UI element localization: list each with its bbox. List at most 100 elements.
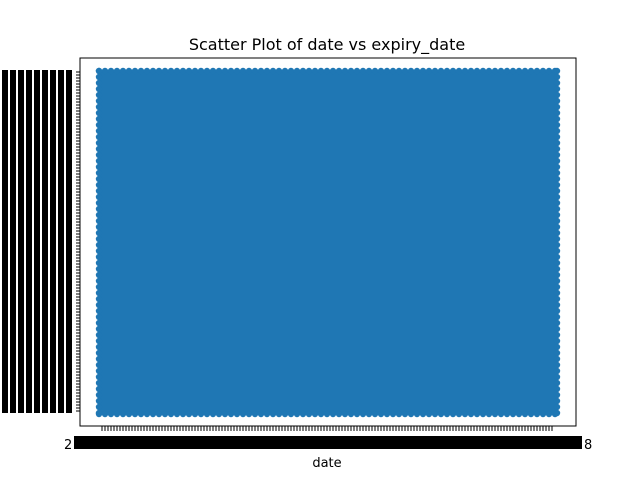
y-tick-label-mark <box>42 85 48 89</box>
y-tick-label-mark <box>26 241 32 245</box>
y-tick-label-mark <box>2 361 8 365</box>
y-tick-label-mark <box>26 166 32 170</box>
y-tick-label-mark <box>26 313 32 317</box>
y-tick-label-mark <box>2 169 8 173</box>
y-tick-label-mark <box>10 337 16 341</box>
y-tick-label-mark <box>50 289 56 293</box>
y-tick-label-mark <box>34 394 40 398</box>
y-tick-label-mark <box>10 250 16 254</box>
scatter-point <box>131 410 139 418</box>
chart-title: Scatter Plot of date vs expiry_date <box>189 35 465 55</box>
scatter-point <box>553 391 561 399</box>
y-tick-label-mark <box>50 403 56 407</box>
scatter-point <box>95 397 103 405</box>
y-tick-label-mark <box>2 130 8 134</box>
y-tick-label-mark <box>66 337 72 341</box>
scatter-point <box>233 410 241 418</box>
y-tick-label-mark <box>58 397 64 401</box>
y-tick-label-mark <box>26 208 32 212</box>
y-tick-label-mark <box>50 160 56 164</box>
scatter-point <box>335 410 343 418</box>
y-tick-label-mark <box>2 358 8 362</box>
y-tick-label-mark <box>58 325 64 329</box>
y-tick-label-mark <box>26 250 32 254</box>
y-tick-label-mark <box>66 157 72 161</box>
scatter-point <box>553 349 561 357</box>
y-tick-label-mark <box>34 235 40 239</box>
y-tick-label-mark <box>58 385 64 389</box>
y-tick-label-mark <box>18 205 24 209</box>
y-tick-label-mark <box>66 328 72 332</box>
y-tick-label-mark <box>10 157 16 161</box>
scatter-point <box>371 410 379 418</box>
y-tick-label-mark <box>10 142 16 146</box>
y-tick-label-mark <box>2 73 8 77</box>
y-tick-label-mark <box>2 262 8 266</box>
y-tick-label-mark <box>18 262 24 266</box>
y-tick-label-mark <box>2 121 8 125</box>
y-tick-label-mark <box>18 256 24 260</box>
y-tick-label-mark <box>34 190 40 194</box>
y-tick-label-mark <box>58 73 64 77</box>
y-tick-label-mark <box>26 202 32 206</box>
y-tick-label-mark <box>18 364 24 368</box>
y-tick-label-mark <box>66 85 72 89</box>
y-tick-label-mark <box>18 229 24 233</box>
y-tick-label-mark <box>42 202 48 206</box>
y-tick-label-mark <box>2 226 8 230</box>
y-tick-label-mark <box>34 241 40 245</box>
y-tick-label-mark <box>50 145 56 149</box>
y-tick-label-mark <box>18 280 24 284</box>
y-tick-label-mark <box>34 94 40 98</box>
y-tick-label-mark <box>58 256 64 260</box>
y-tick-label-mark <box>2 322 8 326</box>
y-tick-label-mark <box>42 349 48 353</box>
y-tick-label-mark <box>26 106 32 110</box>
y-tick-label-mark <box>42 190 48 194</box>
y-tick-label-mark <box>34 193 40 197</box>
y-tick-label-mark <box>26 271 32 275</box>
scatter-point <box>95 289 103 297</box>
y-tick-label-mark <box>50 322 56 326</box>
y-tick-label-mark <box>10 349 16 353</box>
y-tick-label-mark <box>50 94 56 98</box>
y-tick-label-mark <box>58 103 64 107</box>
scatter-point <box>353 67 361 75</box>
scatter-point <box>293 410 301 418</box>
y-tick-label-mark <box>58 352 64 356</box>
y-tick-label-mark <box>26 148 32 152</box>
y-tick-label-mark <box>50 298 56 302</box>
y-tick-label-mark <box>18 403 24 407</box>
y-tick-label-mark <box>2 76 8 80</box>
y-tick-label-mark <box>18 382 24 386</box>
scatter-point <box>95 181 103 189</box>
scatter-point <box>95 73 103 81</box>
y-tick-label-mark <box>50 334 56 338</box>
y-tick-label-mark <box>66 304 72 308</box>
y-tick-label-mark <box>18 154 24 158</box>
y-tick-label-mark <box>18 259 24 263</box>
scatter-point <box>95 385 103 393</box>
y-tick-label-mark <box>34 358 40 362</box>
scatter-point <box>323 67 331 75</box>
scatter-point <box>527 410 535 418</box>
y-tick-label-mark <box>66 250 72 254</box>
y-tick-label-mark <box>58 121 64 125</box>
y-tick-label-mark <box>50 280 56 284</box>
scatter-point <box>95 163 103 171</box>
y-tick-label-mark <box>2 217 8 221</box>
y-tick-label-mark <box>66 286 72 290</box>
y-tick-label-mark <box>26 262 32 266</box>
y-tick-label-mark <box>42 196 48 200</box>
y-tick-label-mark <box>10 124 16 128</box>
y-tick-label-mark <box>10 316 16 320</box>
y-tick-label-mark <box>18 310 24 314</box>
y-tick-label-mark <box>18 169 24 173</box>
y-tick-label-mark <box>66 148 72 152</box>
y-tick-label-mark <box>66 100 72 104</box>
scatter-point <box>95 175 103 183</box>
y-tick-label-mark <box>50 238 56 242</box>
y-tick-label-mark <box>66 394 72 398</box>
scatter-point <box>311 410 319 418</box>
scatter-point <box>521 410 529 418</box>
